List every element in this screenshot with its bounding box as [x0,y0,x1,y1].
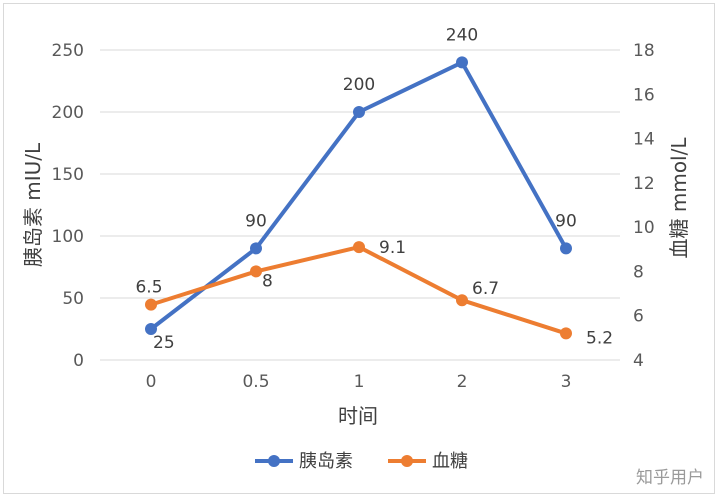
legend-swatch-marker [401,455,413,467]
right-tick-label: 16 [633,85,655,105]
left-tick-label: 250 [52,41,84,61]
data-label: 200 [343,75,375,95]
left-tick-label: 0 [73,351,84,371]
right-tick-label: 12 [633,174,655,194]
data-label: 6.5 [135,278,162,298]
data-point [560,327,572,340]
x-tick-label: 0.5 [242,372,269,392]
data-label: 90 [555,211,577,231]
data-point [456,294,468,307]
data-point [250,265,262,278]
watermark: 知乎用户 [636,468,704,488]
right-tick-label: 10 [633,218,655,238]
right-tick-label: 14 [633,130,655,150]
series-line-0 [149,60,568,331]
data-label: 8 [262,271,273,291]
right-axis-title: 血糖 mmol/L [667,137,691,259]
x-tick-label: 1 [354,372,365,392]
data-label: 25 [153,333,175,353]
series-line-1 [149,245,568,336]
data-label: 5.2 [586,328,613,348]
right-axis-ticks: 4 6 8 10 12 14 16 18 [633,41,655,371]
data-point [560,242,572,255]
legend: 胰岛素 血糖 [255,451,468,472]
x-tick-label: 2 [457,372,468,392]
legend-swatch-marker [268,455,280,467]
data-point [353,106,365,118]
data-label: 6.7 [472,279,499,299]
data-point [145,298,157,311]
x-tick-label: 3 [561,372,572,392]
x-tick-label: 0 [146,372,157,392]
series-group: 25 90 200 240 90 6.5 8 9.1 6.7 5.2 [135,25,613,353]
left-tick-label: 100 [52,227,84,247]
left-axis-ticks: 0 50 100 150 200 250 [52,41,84,371]
legend-label: 血糖 [432,451,468,472]
left-tick-label: 150 [52,165,84,185]
data-label: 9.1 [379,238,406,258]
data-point [250,242,262,255]
right-tick-label: 8 [633,262,644,282]
right-tick-label: 6 [633,307,644,327]
data-point [353,241,365,254]
legend-label: 胰岛素 [299,451,353,472]
x-axis-ticks: 0 0.5 1 2 3 [146,372,572,392]
left-axis-title: 胰岛素 mIU/L [21,142,45,267]
x-axis-title: 时间 [338,404,378,428]
data-label: 240 [446,25,478,45]
data-point [145,323,157,335]
data-label: 90 [245,211,267,231]
right-tick-label: 4 [633,351,644,371]
data-point [456,56,468,69]
right-tick-label: 18 [633,41,655,61]
left-tick-label: 50 [62,289,84,309]
left-tick-label: 200 [52,103,84,123]
